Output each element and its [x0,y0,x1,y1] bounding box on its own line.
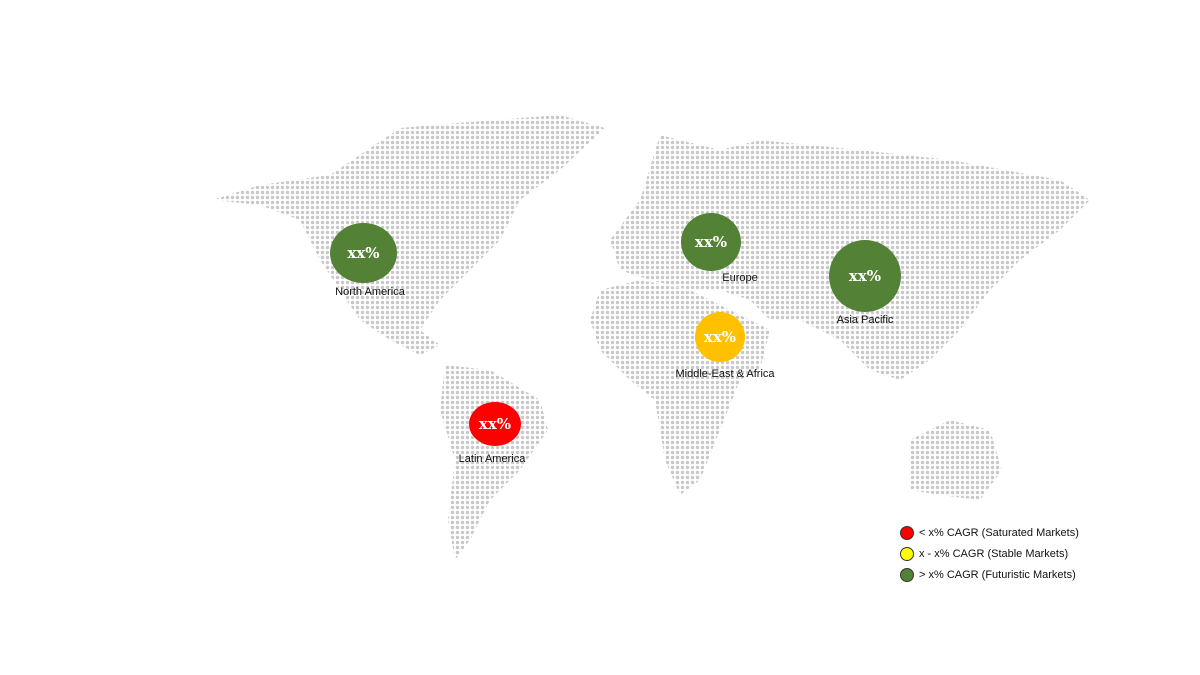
label-north-america: North America [335,286,405,298]
label-middle-east-africa: Middle-East & Africa [675,368,775,380]
legend-label: > x% CAGR (Futuristic Markets) [919,568,1076,581]
continent-south-america [440,365,548,560]
continent-north-america [212,115,605,355]
bubble-europe: xx% [681,213,741,271]
continent-australia [910,420,1002,500]
yellow-dot-icon [900,546,914,561]
legend: < x% CAGR (Saturated Markets) x - x% CAG… [900,522,1079,585]
bubble-middle-east-africa: xx% [695,312,745,362]
red-dot-icon [900,525,914,540]
label-europe: Europe [722,272,758,284]
legend-item-futuristic: > x% CAGR (Futuristic Markets) [900,564,1079,585]
label-latin-america: Latin America [458,453,526,465]
continent-africa [590,280,770,495]
green-dot-icon [900,567,914,582]
legend-item-saturated: < x% CAGR (Saturated Markets) [900,522,1079,543]
bubble-latin-america: xx% [469,402,521,446]
legend-item-stable: x - x% CAGR (Stable Markets) [900,543,1079,564]
bubble-north-america: xx% [330,223,397,283]
legend-label: x - x% CAGR (Stable Markets) [919,547,1069,560]
legend-label: < x% CAGR (Saturated Markets) [919,526,1079,539]
bubble-asia-pacific: xx% [829,240,901,312]
label-asia-pacific: Asia Pacific [836,314,894,326]
